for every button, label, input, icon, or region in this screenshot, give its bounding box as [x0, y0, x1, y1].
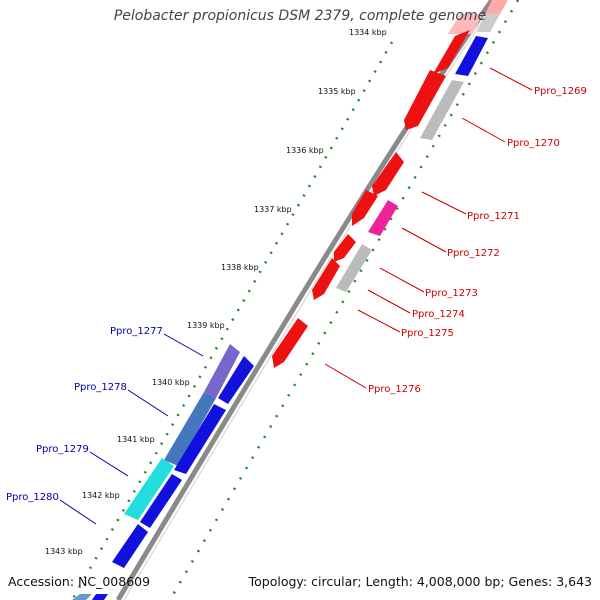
- gene-labels-right: Ppro_1269 Ppro_1270 Ppro_1271 Ppro_1272 …: [368, 86, 587, 395]
- gene-feature[interactable]: [485, 0, 508, 14]
- gene-feature[interactable]: [112, 524, 148, 568]
- tick-label: 1342 kbp: [82, 491, 120, 500]
- tick-track-outer: [70, 41, 394, 600]
- tick-label: 1338 kbp: [221, 263, 259, 272]
- gene-label[interactable]: Ppro_1278: [74, 382, 127, 393]
- gene-feature[interactable]: [140, 474, 182, 528]
- gene-feature[interactable]: [72, 594, 92, 600]
- gene-feature[interactable]: [352, 190, 378, 226]
- gene-feature[interactable]: [174, 404, 226, 474]
- gene-label[interactable]: Ppro_1277: [110, 326, 163, 337]
- gene-label[interactable]: Ppro_1270: [507, 138, 560, 149]
- gene-feature[interactable]: [218, 356, 254, 404]
- tick-label: 1336 kbp: [286, 146, 324, 155]
- tick-labels: 1334 kbp 1335 kbp 1336 kbp 1337 kbp 1338…: [45, 28, 387, 556]
- tick-label: 1339 kbp: [187, 321, 225, 330]
- gene-feature[interactable]: [336, 244, 372, 292]
- gene-feature[interactable]: [204, 344, 240, 398]
- gene-feature[interactable]: [477, 14, 500, 32]
- tick-label: 1337 kbp: [254, 205, 292, 214]
- accession-text: Accession: NC_008609: [8, 574, 151, 589]
- gene-feature[interactable]: [124, 458, 174, 520]
- tick-label: 1341 kbp: [117, 435, 155, 444]
- gene-label[interactable]: Ppro_1274: [412, 309, 465, 320]
- gene-feature[interactable]: [404, 70, 446, 130]
- gene-feature[interactable]: [433, 30, 470, 74]
- gene-feature[interactable]: [272, 318, 308, 368]
- gene-label[interactable]: Ppro_1276: [368, 384, 421, 395]
- genome-summary: Topology: circular; Length: 4,008,000 bp…: [248, 574, 592, 589]
- gene-feature[interactable]: [334, 234, 356, 262]
- gene-label[interactable]: Ppro_1280: [6, 492, 59, 503]
- gene-label[interactable]: Ppro_1279: [36, 444, 89, 455]
- gene-label[interactable]: Ppro_1275: [401, 328, 454, 339]
- tick-label: 1334 kbp: [349, 28, 387, 37]
- gene-label[interactable]: Ppro_1272: [447, 248, 500, 259]
- tick-label: 1343 kbp: [45, 547, 83, 556]
- gene-feature[interactable]: [164, 392, 216, 466]
- tick-label: 1340 kbp: [152, 378, 190, 387]
- gene-feature[interactable]: [372, 152, 404, 196]
- gene-callouts-right: [324, 67, 533, 389]
- gene-feature[interactable]: [92, 594, 108, 600]
- gene-feature[interactable]: [420, 80, 464, 140]
- gene-features: [72, 0, 508, 600]
- gene-feature[interactable]: [455, 36, 488, 76]
- tick-label: 1335 kbp: [318, 87, 356, 96]
- gene-feature[interactable]: [312, 258, 340, 300]
- gene-label[interactable]: Ppro_1271: [467, 211, 520, 222]
- gene-label[interactable]: Ppro_1273: [425, 288, 478, 299]
- gene-callouts-left: [59, 333, 204, 525]
- gene-label[interactable]: Ppro_1269: [534, 86, 587, 97]
- genome-backbone-highlight: [123, 0, 498, 600]
- gene-labels-left: Ppro_1277 Ppro_1278 Ppro_1279 Ppro_1280: [6, 326, 163, 503]
- map-title: Pelobacter propionicus DSM 2379, complet…: [113, 8, 487, 24]
- genome-backbone: [115, 0, 495, 600]
- gene-feature[interactable]: [368, 200, 398, 236]
- gene-feature[interactable]: [448, 14, 483, 34]
